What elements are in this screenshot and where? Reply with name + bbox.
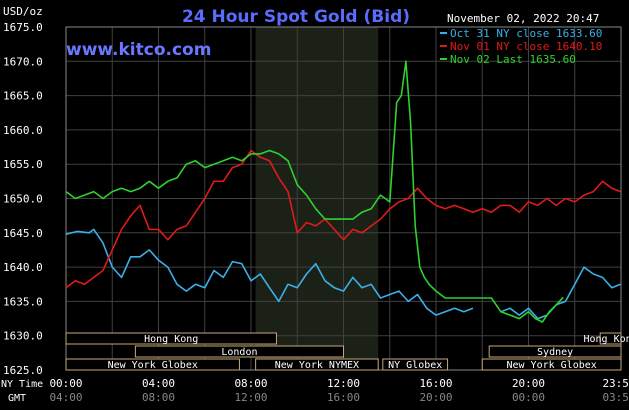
session-bar (599, 332, 622, 345)
gmt-prefix: GMT (8, 393, 26, 404)
x-tick-label-ny: 23:59 (602, 377, 629, 390)
session-label: New York NYMEX (275, 360, 359, 371)
y-tick-label: 1655.0 (3, 158, 43, 171)
x-tick-label-gmt: 16:00 (327, 391, 360, 404)
series-lines (65, 60, 621, 323)
session-label: Hong Kong (144, 334, 198, 345)
series-line-3 (65, 60, 564, 323)
y-tick-label: 1650.0 (3, 193, 43, 206)
x-tick-label-ny: 16:00 (419, 377, 452, 390)
y-tick-label: 1625.0 (3, 364, 43, 377)
legend-entry: Oct 31 NY close 1633.60 (450, 27, 602, 40)
y-tick-label: 1665.0 (3, 90, 43, 103)
y-axis-label: USD/oz (3, 5, 43, 18)
session-label: NY Globex (388, 360, 442, 371)
session-label: New York Globex (108, 360, 198, 371)
session-bar (382, 358, 449, 371)
market-sessions: Hong Kong Hong Kong London Sydney New York G… (65, 332, 629, 371)
session-bar (65, 358, 240, 371)
legend-entry: Nov 01 NY close 1640.10 (450, 40, 602, 53)
session-label: London (221, 347, 257, 358)
x-tick-labels: 00:0004:0008:0012:0016:0020:0023:5904:00… (49, 377, 629, 404)
y-tick-label: 1670.0 (3, 55, 43, 68)
y-tick-labels: 1675.0 1670.0 1665.0 1660.0 1655.0 1650.0 1645… (3, 21, 43, 377)
y-tick-label: 1630.0 (3, 330, 43, 343)
y-tick-label: 1660.0 (3, 124, 43, 137)
site-watermark: www.kitco.com (66, 40, 211, 60)
session-bar (481, 358, 622, 371)
y-tick-label: 1675.0 (3, 21, 43, 34)
x-tick-label-gmt: 08:00 (142, 391, 175, 404)
session-bar (255, 358, 379, 371)
session-label: New York Globex (506, 360, 596, 371)
x-tick-label-gmt: 20:00 (419, 391, 452, 404)
x-tick-label-ny: 04:00 (142, 377, 175, 390)
chart-title: 24 Hour Spot Gold (Bid) (182, 7, 410, 27)
x-tick-label-ny: 12:00 (327, 377, 360, 390)
ny-time-prefix: NY Time (1, 379, 43, 390)
session-bar (488, 345, 622, 358)
y-tick-label: 1640.0 (3, 261, 43, 274)
x-tick-label-ny: 00:00 (49, 377, 82, 390)
series-line-1 (65, 228, 621, 320)
x-tick-label-gmt: 04:00 (49, 391, 82, 404)
timestamp: November 02, 2022 20:47 (447, 12, 599, 25)
session-label: Sydney (537, 347, 573, 358)
legend-entry: Nov 02 Last 1635.60 (450, 53, 576, 66)
x-tick-label-ny: 08:00 (234, 377, 267, 390)
x-tick-label-ny: 20:00 (512, 377, 545, 390)
y-tick-label: 1635.0 (3, 295, 43, 308)
x-tick-label-gmt: 00:00 (512, 391, 545, 404)
x-tick-label-gmt: 03:59 (602, 391, 629, 404)
y-tick-label: 1645.0 (3, 227, 43, 240)
session-bar (65, 332, 277, 345)
session-bar (134, 345, 344, 358)
x-tick-label-gmt: 12:00 (234, 391, 267, 404)
session-label: Hong Kong (584, 334, 629, 345)
series-line-2 (65, 149, 621, 289)
